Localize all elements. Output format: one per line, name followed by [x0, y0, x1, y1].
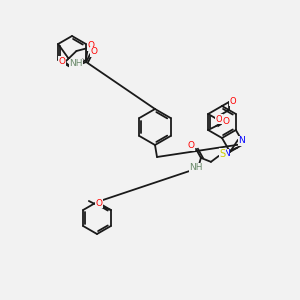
Text: O: O: [58, 56, 65, 65]
Text: O: O: [216, 115, 223, 124]
Text: O: O: [91, 47, 98, 56]
Text: S: S: [220, 149, 226, 159]
Text: O: O: [230, 97, 236, 106]
Text: O: O: [188, 141, 194, 150]
Text: O: O: [87, 41, 94, 50]
Text: NH: NH: [189, 164, 203, 172]
Text: N: N: [223, 149, 230, 158]
Text: O: O: [95, 199, 102, 208]
Text: N: N: [238, 136, 245, 146]
Text: NH: NH: [69, 59, 83, 68]
Text: O: O: [223, 116, 230, 125]
